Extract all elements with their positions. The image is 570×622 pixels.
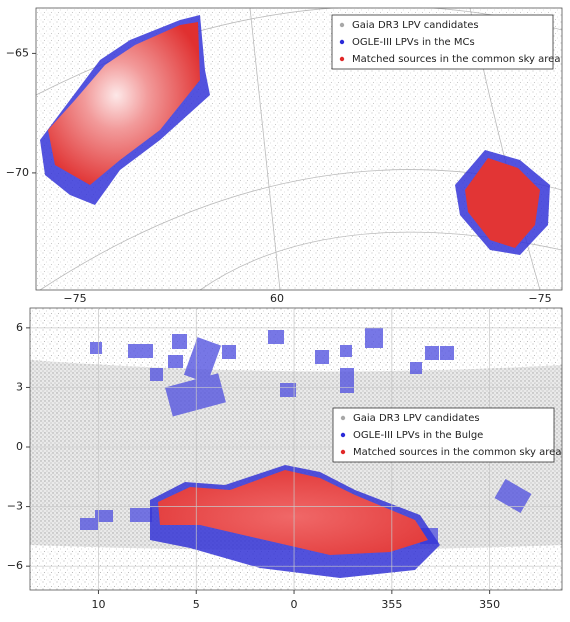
x-tick-label: 0 (291, 598, 298, 611)
y-tick-label: −6 (7, 559, 23, 572)
lmc-cloud (40, 15, 210, 205)
smc-cloud (455, 150, 550, 255)
y-tick-label: 3 (16, 380, 23, 393)
ogle-fields (80, 328, 532, 544)
legend-marker (340, 449, 346, 455)
legend-label: Matched sources in the common sky area (352, 54, 560, 65)
legend: Gaia DR3 LPV candidates OGLE-III LPVs in … (331, 14, 560, 70)
legend-marker (339, 39, 345, 45)
panel (29, 307, 563, 591)
x-tick-label: 355 (381, 598, 402, 611)
legend-label: Gaia DR3 LPV candidates (353, 413, 480, 424)
legend-label: Gaia DR3 LPV candidates (352, 20, 479, 31)
y-tick-label: 0 (16, 440, 23, 453)
x-tick-label: 60 (270, 292, 284, 305)
legend-marker (340, 432, 346, 438)
legend-marker (339, 56, 345, 62)
y-tick-label: −3 (7, 500, 23, 513)
legend-box (331, 14, 554, 70)
y-tick-label: −65 (6, 46, 29, 59)
bulge-red (158, 470, 428, 555)
legend: Gaia DR3 LPV candidates OGLE-III LPVs in … (332, 407, 561, 463)
y-tick-label: 6 (16, 321, 23, 334)
x-tick-label: −75 (63, 292, 86, 305)
y-tick-label: −70 (6, 166, 29, 179)
legend-box (332, 407, 555, 463)
x-tick-label: 10 (91, 598, 105, 611)
x-tick-label: 5 (193, 598, 200, 611)
legend-marker (339, 22, 345, 28)
x-tick-label: 350 (479, 598, 500, 611)
legend-marker (340, 415, 346, 421)
legend-label: OGLE-III LPVs in the MCs (352, 37, 475, 48)
x-tick-label: −75 (528, 292, 551, 305)
legend-label: Matched sources in the common sky area (353, 447, 561, 458)
legend-label: OGLE-III LPVs in the Bulge (353, 430, 483, 441)
